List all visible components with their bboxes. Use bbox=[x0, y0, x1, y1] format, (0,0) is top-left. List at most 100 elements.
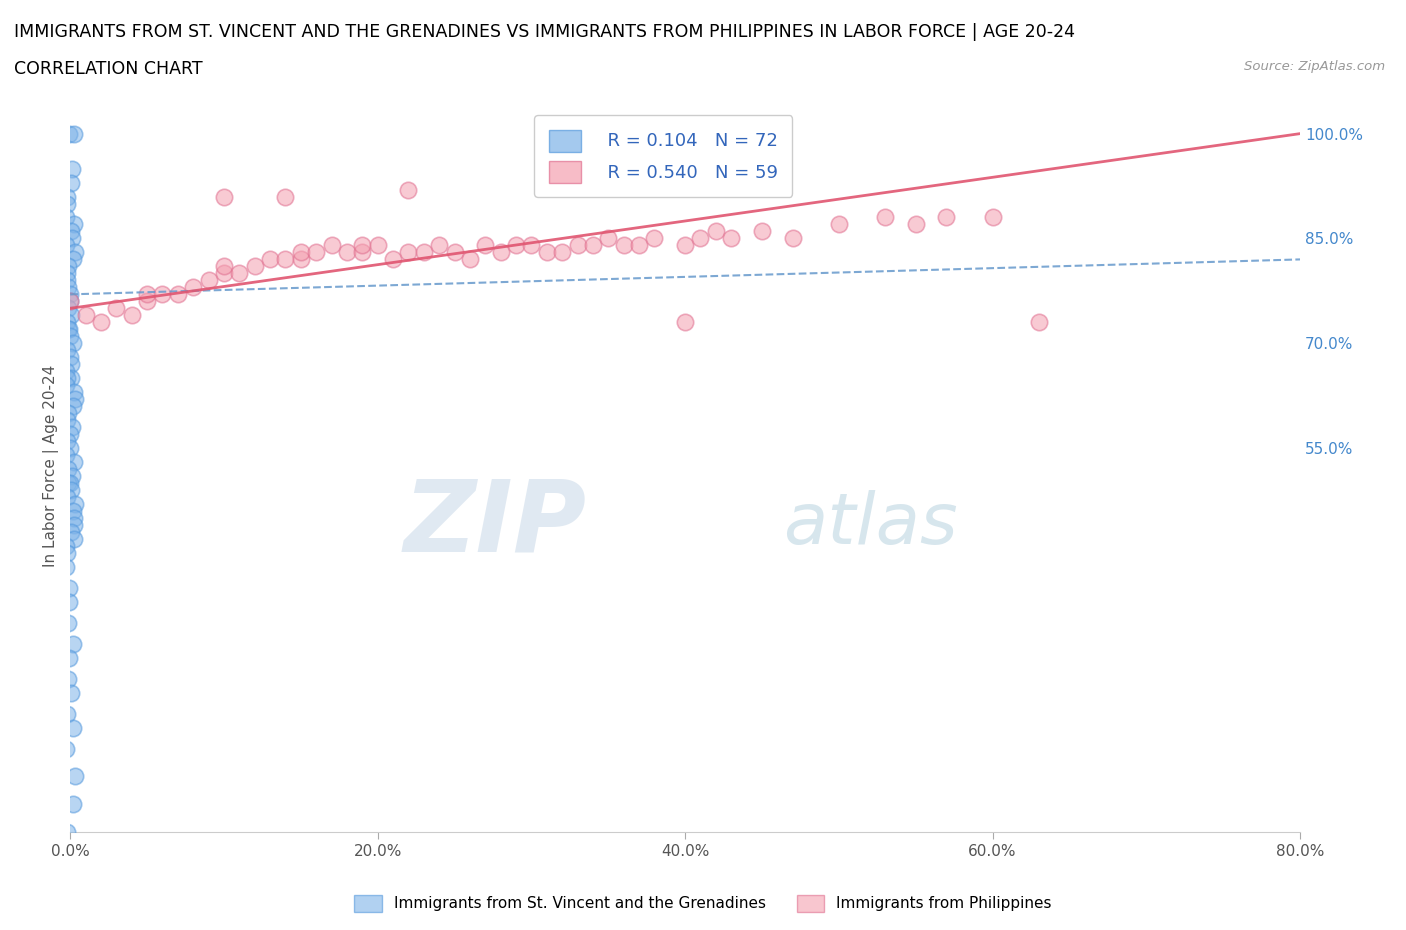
Point bbox=[613, 238, 636, 253]
Point bbox=[59, 427, 82, 442]
Point bbox=[56, 343, 79, 358]
Point bbox=[56, 315, 79, 330]
Point bbox=[56, 706, 79, 721]
Point bbox=[290, 245, 312, 259]
Point bbox=[121, 308, 143, 323]
Point bbox=[274, 252, 297, 267]
Point bbox=[60, 469, 83, 484]
Point bbox=[259, 252, 281, 267]
Point bbox=[58, 475, 80, 490]
Text: CORRELATION CHART: CORRELATION CHART bbox=[14, 60, 202, 78]
Point bbox=[673, 238, 696, 253]
Point bbox=[60, 224, 83, 239]
Point bbox=[60, 371, 83, 386]
Point bbox=[55, 538, 77, 553]
Point bbox=[305, 245, 328, 259]
Point bbox=[474, 238, 496, 253]
Point bbox=[689, 231, 711, 246]
Point bbox=[63, 497, 86, 512]
Point bbox=[90, 315, 112, 330]
Point bbox=[55, 447, 77, 462]
Point bbox=[904, 217, 927, 232]
Point bbox=[63, 126, 86, 141]
Point bbox=[981, 210, 1004, 225]
Point bbox=[536, 245, 558, 259]
Point bbox=[62, 503, 84, 518]
Point bbox=[935, 210, 957, 225]
Point bbox=[55, 560, 77, 575]
Point bbox=[56, 546, 79, 561]
Point bbox=[62, 399, 84, 414]
Point bbox=[59, 294, 82, 309]
Point bbox=[63, 517, 86, 532]
Point bbox=[166, 287, 188, 302]
Point bbox=[55, 741, 77, 756]
Point bbox=[873, 210, 896, 225]
Point bbox=[60, 231, 83, 246]
Point bbox=[751, 224, 773, 239]
Point bbox=[59, 350, 82, 365]
Point bbox=[505, 238, 527, 253]
Point bbox=[58, 405, 80, 420]
Point bbox=[56, 371, 79, 386]
Point bbox=[290, 252, 312, 267]
Point bbox=[197, 272, 219, 287]
Point bbox=[551, 245, 574, 259]
Point bbox=[58, 650, 80, 665]
Point bbox=[62, 636, 84, 651]
Point bbox=[720, 231, 742, 246]
Point bbox=[60, 161, 83, 176]
Text: IMMIGRANTS FROM ST. VINCENT AND THE GRENADINES VS IMMIGRANTS FROM PHILIPPINES IN: IMMIGRANTS FROM ST. VINCENT AND THE GREN… bbox=[14, 23, 1076, 41]
Point bbox=[60, 357, 83, 372]
Point bbox=[458, 252, 481, 267]
Point bbox=[56, 616, 79, 631]
Point bbox=[643, 231, 665, 246]
Point bbox=[58, 322, 80, 337]
Point bbox=[55, 413, 77, 428]
Point bbox=[59, 294, 82, 309]
Point bbox=[56, 272, 79, 287]
Point bbox=[704, 224, 727, 239]
Point bbox=[243, 259, 266, 273]
Point bbox=[1028, 315, 1050, 330]
Point bbox=[63, 511, 86, 525]
Point bbox=[59, 329, 82, 344]
Point bbox=[352, 245, 374, 259]
Text: Source: ZipAtlas.com: Source: ZipAtlas.com bbox=[1244, 60, 1385, 73]
Point bbox=[55, 238, 77, 253]
Point bbox=[627, 238, 650, 253]
Point bbox=[598, 231, 620, 246]
Point bbox=[75, 308, 97, 323]
Point bbox=[60, 419, 83, 434]
Point bbox=[136, 294, 159, 309]
Legend: Immigrants from St. Vincent and the Grenadines, Immigrants from Philippines: Immigrants from St. Vincent and the Gren… bbox=[349, 889, 1057, 918]
Point bbox=[782, 231, 804, 246]
Point bbox=[63, 531, 86, 546]
Point bbox=[212, 189, 235, 204]
Point bbox=[443, 245, 465, 259]
Point bbox=[567, 238, 589, 253]
Point bbox=[136, 287, 159, 302]
Point bbox=[59, 441, 82, 456]
Point bbox=[427, 238, 450, 253]
Point bbox=[59, 483, 82, 498]
Point bbox=[58, 126, 80, 141]
Point bbox=[63, 455, 86, 470]
Point bbox=[520, 238, 543, 253]
Point bbox=[62, 720, 84, 735]
Legend:   R = 0.104   N = 72,   R = 0.540   N = 59: R = 0.104 N = 72, R = 0.540 N = 59 bbox=[534, 115, 792, 197]
Point bbox=[56, 825, 79, 840]
Point bbox=[367, 238, 389, 253]
Point bbox=[58, 580, 80, 595]
Point bbox=[55, 433, 77, 448]
Point bbox=[352, 238, 374, 253]
Point bbox=[62, 797, 84, 812]
Point bbox=[212, 266, 235, 281]
Point bbox=[60, 308, 83, 323]
Point bbox=[228, 266, 250, 281]
Point bbox=[56, 259, 79, 273]
Point bbox=[59, 685, 82, 700]
Point bbox=[582, 238, 605, 253]
Point bbox=[673, 315, 696, 330]
Point bbox=[152, 287, 174, 302]
